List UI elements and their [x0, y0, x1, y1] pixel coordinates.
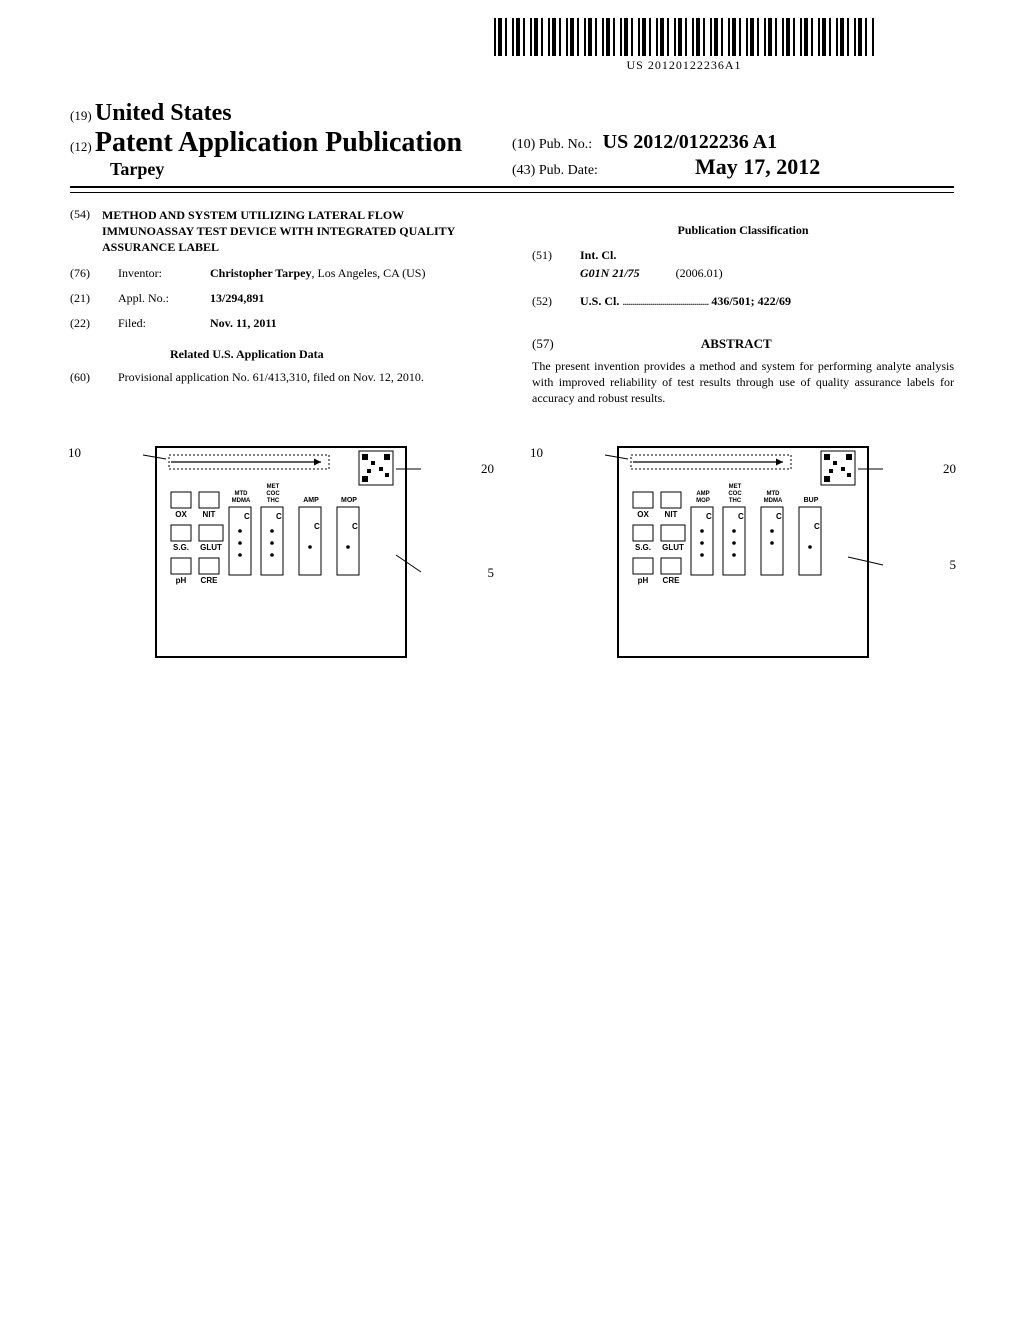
svg-text:COC: COC [266, 491, 280, 497]
svg-text:C: C [738, 512, 744, 521]
svg-text:C: C [706, 512, 712, 521]
svg-text:COC: COC [728, 491, 742, 497]
svg-text:MOP: MOP [696, 498, 710, 504]
svg-text:THC: THC [729, 498, 742, 504]
country-name: United States [95, 100, 232, 126]
svg-text:MET: MET [729, 484, 742, 490]
appl-no: 13/294,891 [210, 291, 492, 306]
ref-5-left: 5 [488, 565, 495, 581]
us-cl-label: U.S. Cl. [580, 294, 619, 308]
svg-text:BUP: BUP [804, 497, 819, 504]
svg-text:AMP: AMP [696, 491, 709, 497]
barcode-number: US 20120122236A1 [494, 58, 874, 73]
svg-text:C: C [776, 512, 782, 521]
filed-date: Nov. 11, 2011 [210, 316, 492, 331]
svg-text:MOP: MOP [341, 497, 357, 504]
code-22: (22) [70, 316, 106, 331]
code-51: (51) [532, 246, 568, 282]
provisional-text: Provisional application No. 61/413,310, … [118, 370, 492, 385]
svg-text:C: C [814, 522, 820, 531]
svg-text:AMP: AMP [303, 497, 319, 504]
publication-classification-head: Publication Classification [532, 223, 954, 238]
svg-text:S.G.: S.G. [173, 543, 189, 552]
figure-right: OX NIT AMPMOP METCOCTHC MTDMDMA BUP S.G.… [532, 437, 954, 667]
appl-label: Appl. No.: [118, 291, 198, 306]
invention-title: METHOD AND SYSTEM UTILIZING LATERAL FLOW… [102, 207, 492, 256]
filed-label: Filed: [118, 316, 198, 331]
inventor-location: , Los Angeles, CA (US) [311, 266, 425, 280]
int-cl-label: Int. Cl. [580, 248, 616, 262]
code-76: (76) [70, 266, 106, 281]
svg-text:NIT: NIT [203, 510, 216, 519]
svg-text:MET: MET [267, 484, 280, 490]
inventor-label: Inventor: [118, 266, 198, 281]
pub-no-label: Pub. No.: [539, 137, 592, 152]
svg-text:S.G.: S.G. [635, 543, 651, 552]
code-52: (52) [532, 292, 568, 310]
ref-5-right: 5 [950, 557, 957, 573]
svg-text:C: C [276, 512, 282, 521]
svg-text:C: C [352, 522, 358, 531]
ref-10-left: 10 [68, 445, 81, 461]
ref-20-left: 20 [481, 461, 494, 477]
svg-text:OX: OX [637, 510, 649, 519]
svg-text:MTD: MTD [235, 491, 249, 497]
svg-text:MDMA: MDMA [764, 498, 783, 504]
int-cl-code: G01N 21/75 [580, 266, 640, 280]
svg-text:THC: THC [267, 498, 280, 504]
code-60: (60) [70, 370, 106, 385]
svg-text:CRE: CRE [201, 576, 219, 585]
code-43: (43) [512, 163, 535, 178]
inventor-name: Christopher Tarpey [210, 266, 311, 280]
code-12: (12) [70, 139, 92, 154]
svg-text:OX: OX [175, 510, 187, 519]
pub-date-label: Pub. Date: [539, 163, 598, 178]
svg-text:NIT: NIT [665, 510, 678, 519]
publication-title: Patent Application Publication [95, 127, 462, 158]
svg-text:CRE: CRE [663, 576, 681, 585]
code-57: (57) [532, 336, 554, 351]
svg-text:GLUT: GLUT [662, 543, 684, 552]
svg-text:C: C [314, 522, 320, 531]
barcode-area: US 20120122236A1 [494, 18, 874, 73]
abstract-text: The present invention provides a method … [532, 358, 954, 407]
barcode-graphic [494, 18, 874, 56]
figure-left: OX NIT MTDMDMA METCOCTHC AMP MOP S.G. GL… [70, 437, 492, 667]
svg-text:MDMA: MDMA [232, 498, 251, 504]
svg-text:pH: pH [176, 576, 187, 585]
code-21: (21) [70, 291, 106, 306]
ref-10-right: 10 [530, 445, 543, 461]
svg-text:C: C [244, 512, 250, 521]
author-surname: Tarpey [110, 159, 512, 180]
int-cl-date: (2006.01) [676, 266, 723, 280]
related-data-head: Related U.S. Application Data [170, 347, 492, 362]
code-54: (54) [70, 207, 90, 256]
dots-leader [622, 294, 708, 308]
abstract-head: ABSTRACT [557, 336, 916, 352]
us-cl-codes: 436/501; 422/69 [711, 294, 791, 308]
svg-text:MTD: MTD [767, 491, 781, 497]
pub-no: US 2012/0122236 A1 [603, 131, 777, 153]
ref-20-right: 20 [943, 461, 956, 477]
svg-text:GLUT: GLUT [200, 543, 222, 552]
pub-date: May 17, 2012 [695, 154, 820, 179]
code-19: (19) [70, 108, 92, 123]
svg-text:pH: pH [638, 576, 649, 585]
code-10: (10) [512, 137, 535, 152]
